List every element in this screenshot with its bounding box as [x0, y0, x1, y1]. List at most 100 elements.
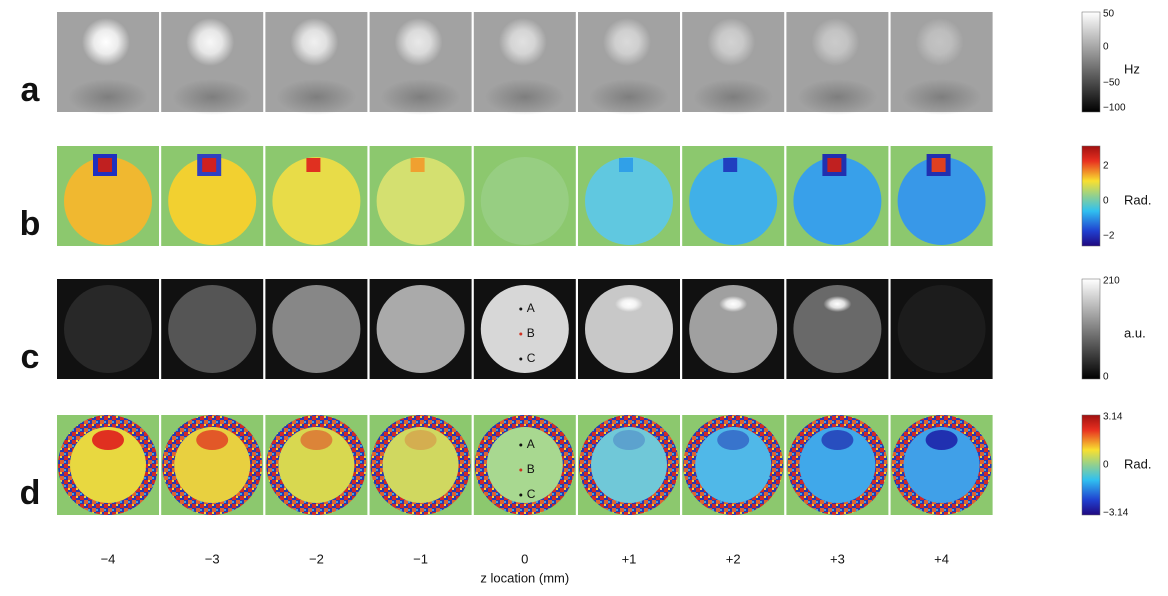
x-axis-label: z location (mm)	[480, 570, 569, 585]
tile-disc	[481, 285, 569, 373]
column-label: 0	[521, 551, 528, 566]
image-tile	[370, 146, 472, 246]
tile-spot	[196, 430, 228, 450]
marker-dot	[519, 358, 522, 361]
tile-blob	[499, 18, 547, 66]
image-tile	[578, 415, 680, 515]
tile-blob	[916, 18, 964, 66]
image-tile	[682, 415, 784, 515]
column-label: −4	[101, 551, 116, 566]
tile-disc	[64, 285, 152, 373]
tile-shade	[68, 79, 148, 115]
colorbar-tick-label: −50	[1103, 78, 1120, 89]
colorbar-tick-label: −100	[1103, 103, 1126, 114]
image-tile	[891, 279, 993, 379]
marker-label: A	[527, 301, 535, 315]
image-tile	[578, 12, 680, 115]
marker-dot	[519, 444, 522, 447]
colorbar-tick-label: 0	[1103, 196, 1109, 207]
tile-blob	[82, 18, 130, 66]
image-tile	[682, 12, 784, 115]
colorbar-unit: Rad.	[1124, 456, 1151, 471]
row-letter: a	[21, 71, 41, 109]
image-tile	[682, 279, 784, 379]
tile-cap	[932, 158, 946, 172]
tile-blob	[811, 18, 859, 66]
tile-spot	[926, 430, 958, 450]
marker-dot	[519, 333, 522, 336]
image-tile	[161, 146, 263, 246]
marker-label: C	[527, 487, 536, 501]
tile-shade	[589, 79, 669, 115]
column-label: +3	[830, 551, 845, 566]
tile-spot	[613, 430, 645, 450]
image-tile	[57, 146, 159, 246]
column-label: +1	[622, 551, 637, 566]
image-tile	[370, 415, 472, 515]
colorbar-tick-label: 2	[1103, 161, 1109, 172]
tile-shade	[902, 79, 982, 115]
marker-dot	[519, 308, 522, 311]
tile-shade	[276, 79, 356, 115]
column-label: −2	[309, 551, 324, 566]
tile-spot	[92, 430, 124, 450]
colorbar-tick-label: 0	[1103, 42, 1109, 53]
tile-shade	[381, 79, 461, 115]
image-tile	[786, 415, 888, 515]
image-tile	[57, 12, 159, 115]
tile-shade	[693, 79, 773, 115]
colorbar-unit: Hz	[1124, 61, 1140, 76]
tile-cap	[827, 158, 841, 172]
tile-blob	[707, 18, 755, 66]
image-tile	[265, 415, 367, 515]
tile-disc	[272, 285, 360, 373]
colorbar-tick-label: 0	[1103, 372, 1109, 383]
tile-blob	[290, 18, 338, 66]
tile-dark	[615, 296, 643, 312]
image-tile	[265, 146, 367, 246]
image-tile	[57, 415, 159, 515]
image-tile	[891, 146, 993, 246]
image-tile	[891, 12, 993, 115]
marker-label: A	[527, 437, 535, 451]
colorbar-tick-label: 0	[1103, 460, 1109, 471]
tile-disc	[377, 285, 465, 373]
tile-blob	[395, 18, 443, 66]
marker-label: B	[527, 326, 535, 340]
tile-cap	[411, 158, 425, 172]
tile-shade	[797, 79, 877, 115]
tile-cap	[723, 158, 737, 172]
image-tile	[786, 12, 888, 115]
marker-dot	[519, 469, 522, 472]
tile-disc	[487, 427, 563, 503]
image-tile	[265, 12, 367, 115]
column-label: −1	[413, 551, 428, 566]
marker-label: B	[527, 462, 535, 476]
marker-dot	[519, 494, 522, 497]
row-letter: c	[21, 338, 40, 376]
image-tile	[474, 146, 576, 246]
image-tile	[57, 279, 159, 379]
column-label: +2	[726, 551, 741, 566]
tile-disc	[481, 157, 569, 245]
tile-spot	[821, 430, 853, 450]
image-tile	[578, 279, 680, 379]
tile-cap	[202, 158, 216, 172]
column-label: −3	[205, 551, 220, 566]
row-letter: b	[20, 205, 41, 243]
image-tile	[265, 279, 367, 379]
image-tile	[161, 415, 263, 515]
image-tile	[370, 12, 472, 115]
colorbar-tick-label: −2	[1103, 231, 1115, 242]
image-tile	[161, 12, 263, 115]
colorbar-unit: Rad.	[1124, 192, 1151, 207]
colorbar-tick-label: −3.14	[1103, 508, 1129, 519]
column-label: +4	[934, 551, 949, 566]
image-tile	[578, 146, 680, 246]
tile-dark	[823, 296, 851, 312]
image-tile	[682, 146, 784, 246]
tile-dark	[719, 296, 747, 312]
image-tile	[474, 415, 576, 515]
row-letter: d	[20, 474, 41, 512]
colorbar	[1082, 279, 1100, 379]
